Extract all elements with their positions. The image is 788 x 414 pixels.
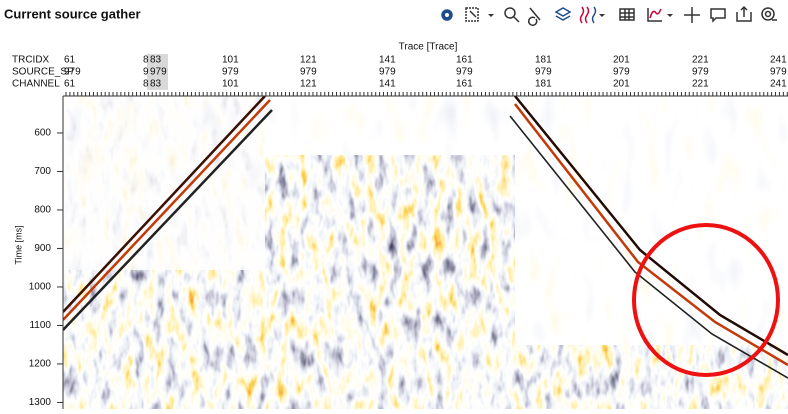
y-tick-label: 600: [34, 128, 51, 139]
y-axis-title: Time [ms]: [13, 225, 23, 264]
trace-headers: TRCIDX 61 8 83 101 121 141 161 181 201 221 241SOURC…: [12, 55, 788, 96]
settings-button[interactable]: [441, 9, 453, 21]
header-value: 8: [143, 79, 149, 90]
y-tick-label: 1100: [29, 320, 51, 331]
header-value: 161: [456, 55, 473, 66]
header-value: 201: [613, 55, 630, 66]
header-value: 979: [613, 67, 630, 78]
header-value: 979: [692, 67, 709, 78]
header-value: 8: [143, 55, 149, 66]
export-button[interactable]: [736, 5, 752, 22]
header-value: 241: [770, 79, 787, 90]
layers-button[interactable]: [554, 7, 572, 21]
header-value: 101: [222, 79, 239, 90]
y-tick-label: 1300: [29, 397, 52, 408]
cursor-highlight: [147, 54, 168, 90]
header-value: 201: [613, 79, 630, 90]
toolbar: [441, 5, 777, 26]
header-value: 979: [535, 67, 552, 78]
y-tick-label: 1000: [29, 282, 52, 293]
header-value: 241: [770, 55, 787, 66]
header-name: SOURCE_SP: [12, 67, 74, 78]
comment-button[interactable]: [710, 8, 726, 23]
y-tick-label: 1200: [29, 359, 52, 370]
header-value: 83: [150, 55, 162, 66]
header-value: 181: [535, 55, 552, 66]
spectrum-button[interactable]: [647, 8, 673, 22]
header-value: 141: [379, 55, 396, 66]
window-title: Current source gather: [4, 6, 141, 21]
header-value: 979: [150, 67, 167, 78]
pick-button[interactable]: [528, 7, 541, 26]
header-value: 221: [692, 79, 709, 90]
header-value: 121: [300, 55, 317, 66]
select-button[interactable]: [465, 7, 494, 22]
header-value: 161: [456, 79, 473, 90]
header-name: TRCIDX: [12, 55, 50, 66]
header-value: 979: [64, 67, 81, 78]
header-value: 141: [379, 79, 396, 90]
header-name: CHANNEL: [12, 79, 60, 90]
zoom-button[interactable]: [504, 7, 520, 23]
seismic-image: [63, 96, 788, 409]
header-value: 101: [222, 55, 239, 66]
header-value: 9: [143, 67, 149, 78]
x-axis-title: Trace [Trace]: [399, 42, 458, 53]
snapshot-button[interactable]: [761, 7, 777, 21]
wiggle-button[interactable]: [579, 6, 606, 24]
header-value: 83: [150, 79, 162, 90]
header-value: 979: [770, 67, 787, 78]
highlight-circle: [632, 223, 780, 377]
table-button[interactable]: [619, 8, 635, 21]
header-value: 61: [64, 55, 76, 66]
header-value: 979: [222, 67, 239, 78]
y-tick-label: 800: [34, 205, 51, 216]
header-value: 979: [300, 67, 317, 78]
header-value: 979: [456, 67, 473, 78]
crosshair-button[interactable]: [684, 7, 700, 23]
y-axis: 600 700 800 900 1000 1100 1200 1300: [29, 128, 63, 408]
header-value: 221: [692, 55, 709, 66]
header-value: 61: [64, 79, 76, 90]
header-value: 121: [300, 79, 317, 90]
y-tick-label: 700: [34, 166, 51, 177]
header-value: 181: [535, 79, 552, 90]
header-value: 979: [379, 67, 396, 78]
y-tick-label: 900: [34, 243, 51, 254]
